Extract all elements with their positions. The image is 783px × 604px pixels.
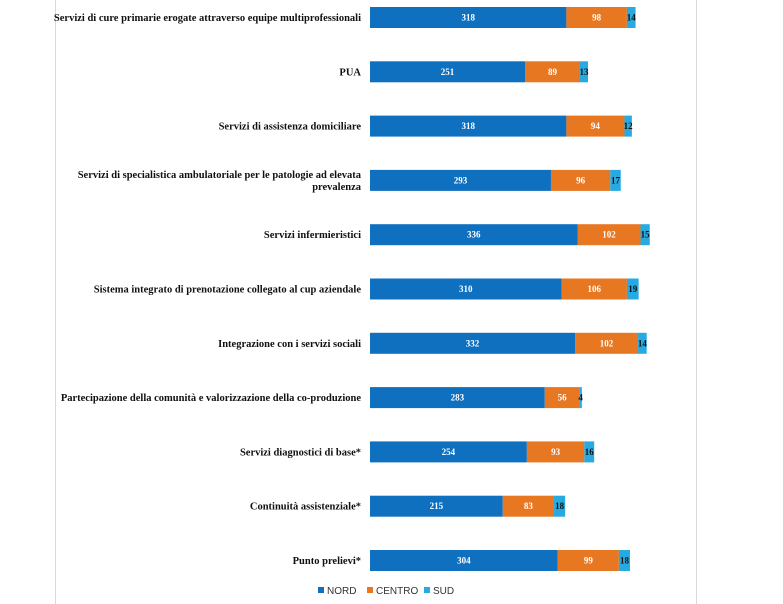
data-label: 251 — [441, 67, 455, 77]
data-label: 318 — [461, 13, 475, 23]
data-label: 19 — [628, 284, 638, 294]
data-label: 15 — [641, 230, 651, 240]
bar-segment-nord — [370, 61, 526, 83]
data-label: 18 — [555, 501, 565, 511]
category-label: Servizi di cure primarie erogate attrave… — [54, 13, 361, 24]
legend: NORD CENTRO SUD — [318, 586, 454, 597]
bar-segment-centro — [561, 278, 627, 300]
bar-segment-nord — [370, 387, 545, 409]
category-label: Servizi di specialistica ambulatoriale p… — [78, 170, 362, 193]
bar-segment-sud — [584, 441, 595, 463]
category-label-line: Servizi di assistenza domiciliare — [219, 122, 362, 133]
data-label: 17 — [611, 175, 621, 185]
bar-segment-centro — [550, 169, 611, 191]
data-label: 254 — [442, 447, 456, 457]
bar-segment-nord — [370, 115, 567, 137]
bar-segment-centro — [557, 550, 619, 571]
category-label-line: Integrazione con i servizi sociali — [218, 339, 361, 350]
category-label-line: Servizi diagnostici di base* — [240, 447, 361, 458]
data-label: 310 — [459, 284, 473, 294]
data-label: 106 — [587, 284, 601, 294]
category-label: Sistema integrato di prenotazione colleg… — [94, 285, 362, 296]
legend-label-sud: SUD — [433, 586, 454, 597]
legend-label-centro: CENTRO — [376, 586, 418, 597]
bars-group: 318 98 14 251 89 13 318 94 12 293 96 17 336 102 15 310 1… — [370, 7, 650, 571]
data-label: 99 — [584, 556, 594, 566]
bar-segment-centro — [526, 441, 585, 463]
data-label: 283 — [451, 393, 465, 403]
bar-segment-nord — [370, 495, 503, 517]
category-label-line: Sistema integrato di prenotazione colleg… — [94, 285, 362, 296]
bar-segment-centro — [566, 7, 627, 28]
legend-swatch-nord — [318, 587, 324, 593]
data-label: 93 — [551, 447, 561, 457]
bar-segment-centro — [566, 115, 625, 137]
bar-segment-sud — [626, 7, 636, 28]
data-label: 336 — [467, 230, 481, 240]
bar-segment-sud — [554, 495, 566, 517]
bar-segment-sud — [638, 332, 647, 354]
data-label: 215 — [430, 501, 444, 511]
data-label: 318 — [461, 121, 475, 131]
bar-segment-nord — [370, 332, 576, 354]
bar-segment-nord — [370, 7, 567, 28]
bar-segment-centro — [525, 61, 580, 83]
bar-segment-nord — [370, 169, 551, 191]
category-label-line: Servizi di cure primarie erogate attrave… — [54, 13, 361, 24]
bar-segment-sud — [610, 169, 621, 191]
category-label: Partecipazione della comunità e valorizz… — [61, 393, 362, 404]
data-label: 12 — [624, 121, 634, 131]
data-label: 56 — [558, 393, 568, 403]
data-label: 304 — [457, 556, 471, 566]
data-label: 102 — [600, 338, 614, 348]
data-label: 293 — [454, 175, 468, 185]
data-label: 18 — [620, 556, 630, 566]
data-label: 14 — [627, 13, 637, 23]
data-label: 16 — [585, 447, 595, 457]
data-label: 94 — [591, 121, 601, 131]
bar-segment-centro — [575, 332, 639, 354]
category-label-line: prevalenza — [312, 182, 362, 193]
data-label: 102 — [602, 230, 616, 240]
data-label: 98 — [592, 13, 602, 23]
bar-segment-sud — [579, 387, 582, 409]
data-label: 4 — [578, 393, 583, 403]
category-label: Servizi infermieristici — [264, 230, 361, 241]
category-label-line: Partecipazione della comunità e valorizz… — [61, 393, 362, 404]
bar-segment-nord — [370, 441, 527, 463]
bar-segment-nord — [370, 278, 562, 300]
bar-segment-centro — [544, 387, 580, 409]
category-label: Integrazione con i servizi sociali — [218, 339, 361, 350]
data-label: 13 — [579, 67, 589, 77]
category-label: Punto prelievi* — [293, 556, 361, 567]
category-label-line: Servizi di specialistica ambulatoriale p… — [78, 170, 362, 181]
data-label: 83 — [524, 501, 534, 511]
category-label-line: PUA — [339, 67, 361, 78]
data-label: 89 — [548, 67, 558, 77]
bar-segment-sud — [579, 61, 589, 83]
bar-segment-sud — [624, 115, 632, 137]
category-label-line: Continuità assistenziale* — [250, 502, 361, 513]
category-label: Servizi diagnostici di base* — [240, 447, 361, 458]
bar-segment-sud — [626, 278, 639, 300]
category-label-line: Servizi infermieristici — [264, 230, 361, 241]
data-label: 332 — [466, 338, 480, 348]
bar-segment-sud — [640, 224, 650, 246]
data-label: 14 — [638, 338, 648, 348]
legend-swatch-sud — [424, 587, 430, 593]
bar-segment-centro — [577, 224, 641, 246]
category-label: Continuità assistenziale* — [250, 502, 361, 513]
category-label: PUA — [339, 67, 361, 78]
category-label: Servizi di assistenza domiciliare — [219, 122, 362, 133]
bar-segment-centro — [502, 495, 555, 517]
bar-segment-nord — [370, 550, 558, 571]
bar-segment-nord — [370, 224, 578, 246]
legend-swatch-centro — [367, 587, 373, 593]
bar-segment-sud — [618, 550, 631, 571]
data-label: 96 — [576, 175, 586, 185]
category-labels-group: Servizi di cure primarie erogate attrave… — [54, 13, 362, 567]
legend-label-nord: NORD — [327, 586, 356, 597]
category-label-line: Punto prelievi* — [293, 556, 361, 567]
